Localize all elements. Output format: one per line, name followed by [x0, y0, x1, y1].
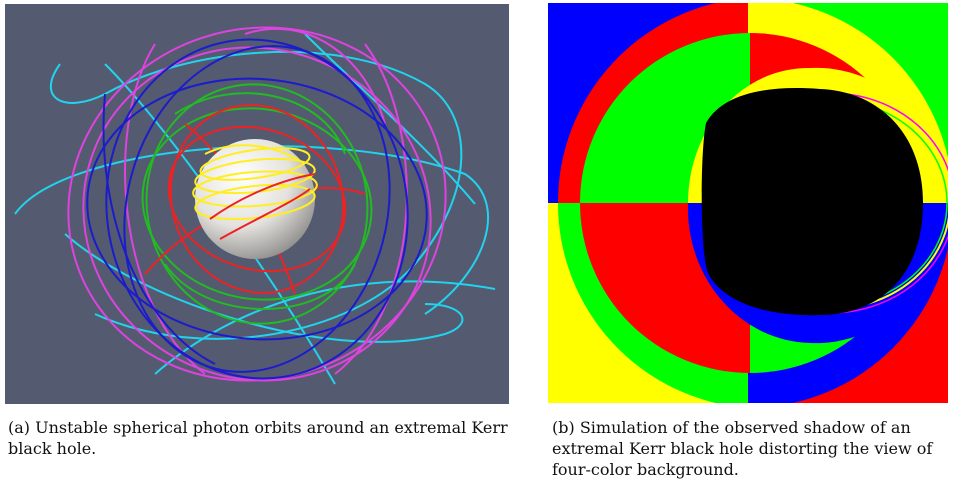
- figure-b-kerr-shadow: [548, 3, 948, 403]
- green-orbits: [141, 83, 373, 325]
- figure-a-photon-orbits: [5, 4, 509, 404]
- caption-b: (b) Simulation of the observed shadow of…: [552, 418, 933, 479]
- photon-orbits-render: [5, 4, 509, 404]
- kerr-shadow-render: [548, 3, 948, 403]
- black-hole-shadow: [701, 88, 923, 316]
- black-hole-sphere: [195, 139, 315, 259]
- caption-a: (a) Unstable spherical photon orbits aro…: [8, 418, 508, 458]
- blue-orbits: [86, 38, 428, 380]
